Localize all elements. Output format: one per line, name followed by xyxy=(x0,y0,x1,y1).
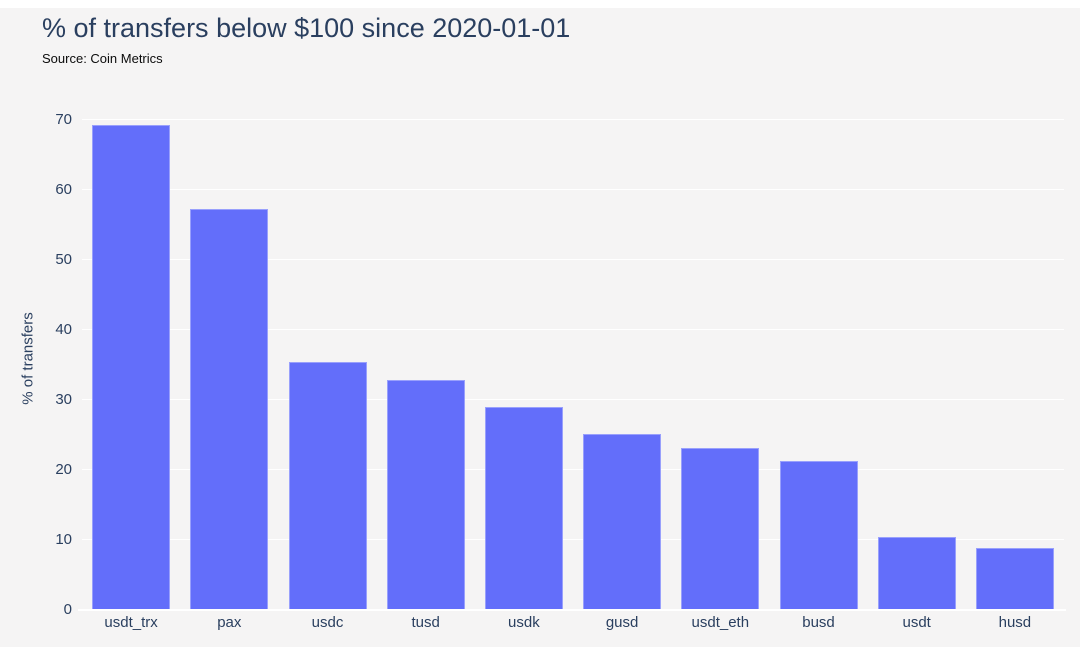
x-tick-label-pax: pax xyxy=(217,614,242,631)
bar-husd[interactable] xyxy=(975,548,1054,610)
x-tick-label-tusd: tusd xyxy=(411,614,440,631)
x-tick-label-usdt_trx: usdt_trx xyxy=(104,614,158,631)
y-tick-label-20: 20 xyxy=(55,460,72,478)
plot-area xyxy=(82,105,1064,610)
bar-usdt_eth[interactable] xyxy=(681,447,760,610)
gridline-30 xyxy=(82,398,1064,400)
y-tick-label-60: 60 xyxy=(55,180,72,198)
y-tick-label-50: 50 xyxy=(55,250,72,268)
x-tick-label-gusd: gusd xyxy=(605,614,639,631)
bar-usdc[interactable] xyxy=(288,362,367,610)
y-tick-label-70: 70 xyxy=(55,110,72,128)
y-tick-label-40: 40 xyxy=(55,320,72,338)
y-tick-label-30: 30 xyxy=(55,390,72,408)
x-tick-label-usdt_eth: usdt_eth xyxy=(691,614,750,631)
bar-usdt[interactable] xyxy=(877,537,956,610)
bar-busd[interactable] xyxy=(779,460,858,610)
gridline-60 xyxy=(82,188,1064,190)
bar-gusd[interactable] xyxy=(583,434,662,610)
bar-tusd[interactable] xyxy=(386,380,465,610)
x-tick-label-husd: husd xyxy=(998,614,1032,631)
bar-pax[interactable] xyxy=(190,208,269,610)
x-tick-label-usdt: usdt xyxy=(902,614,931,631)
x-tick-label-usdk: usdk xyxy=(508,614,540,631)
gridline-10 xyxy=(82,538,1064,540)
chart-source: Source: Coin Metrics xyxy=(42,51,163,66)
gridline-50 xyxy=(82,258,1064,260)
x-axis-line xyxy=(78,609,1066,611)
gridline-20 xyxy=(82,468,1064,470)
gridline-70 xyxy=(82,118,1064,120)
bar-usdk[interactable] xyxy=(484,406,563,610)
chart-title: % of transfers below $100 since 2020-01-… xyxy=(42,13,571,43)
y-tick-label-0: 0 xyxy=(63,601,72,618)
top-strip xyxy=(0,0,1080,8)
x-tick-label-busd: busd xyxy=(802,614,835,631)
gridline-40 xyxy=(82,328,1064,330)
bar-usdt_trx[interactable] xyxy=(92,124,171,610)
x-tick-label-usdc: usdc xyxy=(311,614,344,631)
y-tick-label-10: 10 xyxy=(55,530,72,548)
